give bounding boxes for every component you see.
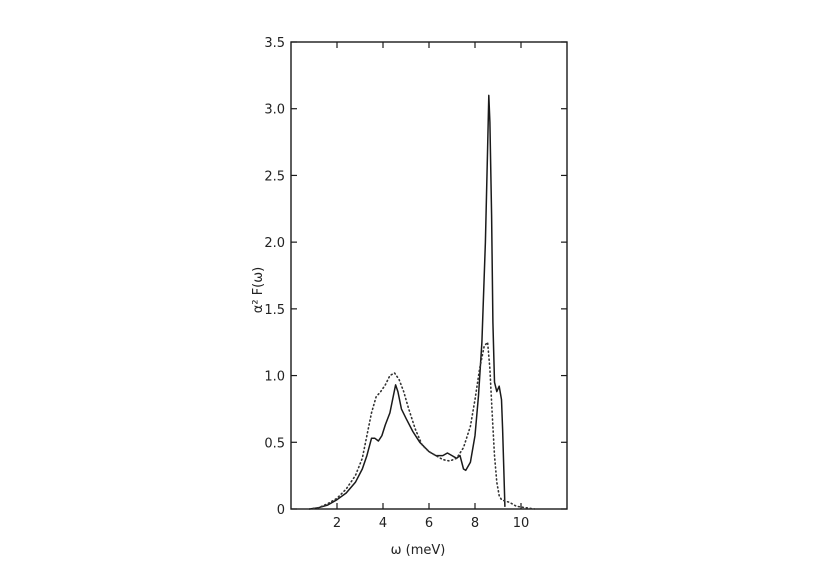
x-tick-label: 6 (425, 516, 433, 531)
series-line-solid (308, 94, 506, 510)
x-tick-label: 2 (333, 516, 341, 531)
series-line-dotted (308, 341, 536, 510)
x-tick-label: 10 (513, 516, 530, 531)
y-tick-label: 2.0 (264, 236, 285, 251)
y-tick-label: 1.5 (264, 303, 285, 318)
y-tick-label: 3.5 (264, 36, 285, 51)
series-layer (308, 94, 536, 510)
plot-frame (290, 41, 568, 510)
y-axis-ticks: 0 0.5 1.0 1.5 2.0 2.5 3.0 3.5 (264, 36, 567, 518)
x-axis-label: ω (meV) (391, 543, 446, 558)
y-tick-label: 0 (277, 503, 285, 518)
y-tick-label: 1.0 (264, 370, 285, 385)
x-tick-label: 8 (471, 516, 479, 531)
y-tick-label: 2.5 (264, 169, 285, 184)
y-tick-label: 3.0 (264, 103, 285, 118)
y-tick-label: 0.5 (264, 436, 285, 451)
x-tick-label: 4 (379, 516, 387, 531)
x-axis-ticks: 2 4 6 8 10 (333, 42, 529, 531)
y-axis-label: α² F(ω) (251, 267, 266, 313)
